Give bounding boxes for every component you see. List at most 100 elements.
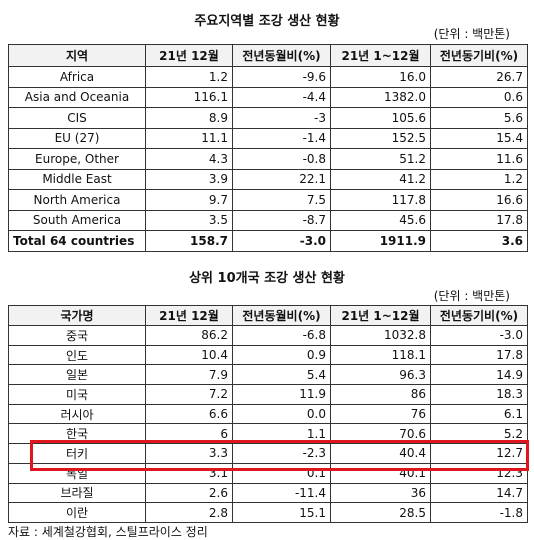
cell: 2.6 bbox=[145, 482, 233, 504]
data-row: 미국 7.2 11.9 86 18.3 bbox=[8, 384, 528, 405]
data-row: North America 9.7 7.5 117.8 16.6 bbox=[8, 189, 528, 211]
cell: -9.6 bbox=[232, 66, 331, 88]
cell: -8.7 bbox=[232, 209, 331, 231]
cell: 1911.9 bbox=[330, 230, 431, 252]
data-row: CIS 8.9 -3 105.6 5.6 bbox=[8, 107, 528, 129]
cell: 118.1 bbox=[330, 344, 431, 366]
cell: 6.1 bbox=[430, 403, 528, 425]
cell: 2.8 bbox=[145, 502, 233, 523]
cell: 인도 bbox=[8, 344, 146, 366]
total-row: Total 64 countries 158.7 -3.0 1911.9 3.6 bbox=[8, 230, 528, 252]
cell: 76 bbox=[330, 403, 431, 425]
cell: 1.2 bbox=[145, 66, 233, 88]
data-row: 이란 2.8 15.1 28.5 -1.8 bbox=[8, 502, 528, 523]
cell: -0.8 bbox=[232, 148, 331, 170]
cell: -2.3 bbox=[232, 443, 331, 464]
cell: 18.3 bbox=[430, 384, 528, 405]
cell: 40.4 bbox=[330, 443, 431, 464]
table-title: 주요지역별 조강 생산 현황 bbox=[194, 14, 340, 29]
cell: 116.1 bbox=[145, 86, 233, 108]
cell: 28.5 bbox=[330, 502, 431, 523]
header-row: 국가명 21년 12월 전년동월비(%) 21년 1~12월 전년동기비(%) bbox=[8, 305, 528, 326]
cell: 지역 bbox=[8, 44, 146, 67]
cell: -3.0 bbox=[232, 230, 331, 252]
cell: 26.7 bbox=[430, 66, 528, 88]
data-row: 한국 6 1.1 70.6 5.2 bbox=[8, 423, 528, 445]
data-row: Europe, Other 4.3 -0.8 51.2 11.6 bbox=[8, 148, 528, 170]
data-row: South America 3.5 -8.7 45.6 17.8 bbox=[8, 209, 528, 231]
cell: 21년 1~12월 bbox=[330, 44, 431, 67]
unit-note: (단위 : 백만톤) bbox=[433, 289, 510, 303]
cell: 21년 1~12월 bbox=[330, 305, 431, 326]
data-row: 일본 7.9 5.4 96.3 14.9 bbox=[8, 364, 528, 386]
cell: 미국 bbox=[8, 384, 146, 405]
unit-note: (단위 : 백만톤) bbox=[433, 27, 510, 41]
source-note: 자료 : 세계철강협회, 스틸프라이스 정리 bbox=[8, 525, 208, 539]
cell: 14.7 bbox=[430, 482, 528, 504]
cell: 6.6 bbox=[145, 403, 233, 425]
cell: -1.4 bbox=[232, 127, 331, 149]
cell: 3.5 bbox=[145, 209, 233, 231]
cell: 11.6 bbox=[430, 148, 528, 170]
cell: 중국 bbox=[8, 325, 146, 346]
data-row: EU (27) 11.1 -1.4 152.5 15.4 bbox=[8, 127, 528, 149]
highlight-box bbox=[30, 440, 529, 471]
cell: 1.1 bbox=[232, 423, 331, 445]
cell: 5.4 bbox=[232, 364, 331, 386]
cell: 86.2 bbox=[145, 325, 233, 346]
data-row: Africa 1.2 -9.6 16.0 26.7 bbox=[8, 66, 528, 88]
cell: South America bbox=[8, 209, 146, 231]
cell: 전년동월비(%) bbox=[232, 44, 331, 67]
data-row: Middle East 3.9 22.1 41.2 1.2 bbox=[8, 168, 528, 190]
cell: 22.1 bbox=[232, 168, 331, 190]
cell: 86 bbox=[330, 384, 431, 405]
cell: 16.6 bbox=[430, 189, 528, 211]
region-table: 지역 21년 12월 전년동월비(%) 21년 1~12월 전년동기비(%) Africa… bbox=[8, 44, 528, 252]
cell: 5.2 bbox=[430, 423, 528, 445]
cell: 1.2 bbox=[430, 168, 528, 190]
cell: 9.7 bbox=[145, 189, 233, 211]
cell: 117.8 bbox=[330, 189, 431, 211]
data-row: 중국 86.2 -6.8 1032.8 -3.0 bbox=[8, 325, 528, 346]
cell: -11.4 bbox=[232, 482, 331, 504]
cell: 158.7 bbox=[145, 230, 233, 252]
cell: 8.9 bbox=[145, 107, 233, 129]
cell: 14.9 bbox=[430, 364, 528, 386]
cell: Europe, Other bbox=[8, 148, 146, 170]
data-row: Asia and Oceania 116.1 -4.4 1382.0 0.6 bbox=[8, 86, 528, 108]
cell: 41.2 bbox=[330, 168, 431, 190]
cell: -1.8 bbox=[430, 502, 528, 523]
cell: 11.9 bbox=[232, 384, 331, 405]
cell: -6.8 bbox=[232, 325, 331, 346]
data-row: 인도 10.4 0.9 118.1 17.8 bbox=[8, 344, 528, 366]
cell: CIS bbox=[8, 107, 146, 129]
cell: 45.6 bbox=[330, 209, 431, 231]
cell: 이란 bbox=[8, 502, 146, 523]
cell: 3.6 bbox=[430, 230, 528, 252]
cell: 16.0 bbox=[330, 66, 431, 88]
data-row: 러시아 6.6 0.0 76 6.1 bbox=[8, 403, 528, 425]
cell: 7.2 bbox=[145, 384, 233, 405]
cell: 51.2 bbox=[330, 148, 431, 170]
cell: 15.4 bbox=[430, 127, 528, 149]
cell: 러시아 bbox=[8, 403, 146, 425]
cell: -3 bbox=[232, 107, 331, 129]
cell: 10.4 bbox=[145, 344, 233, 366]
cell: 11.1 bbox=[145, 127, 233, 149]
cell: 7.9 bbox=[145, 364, 233, 386]
cell: 5.6 bbox=[430, 107, 528, 129]
cell: 70.6 bbox=[330, 423, 431, 445]
cell: 일본 bbox=[8, 364, 146, 386]
cell: 36 bbox=[330, 482, 431, 504]
cell: 전년동기비(%) bbox=[430, 44, 528, 67]
cell: 0.6 bbox=[430, 86, 528, 108]
cell: 1032.8 bbox=[330, 325, 431, 346]
data-row: 브라질 2.6 -11.4 36 14.7 bbox=[8, 482, 528, 504]
cell: -3.0 bbox=[430, 325, 528, 346]
cell: 전년동기비(%) bbox=[430, 305, 528, 326]
cell: 152.5 bbox=[330, 127, 431, 149]
cell: Asia and Oceania bbox=[8, 86, 146, 108]
cell: 21년 12월 bbox=[145, 305, 233, 326]
table-title: 상위 10개국 조강 생산 현황 bbox=[189, 271, 345, 286]
